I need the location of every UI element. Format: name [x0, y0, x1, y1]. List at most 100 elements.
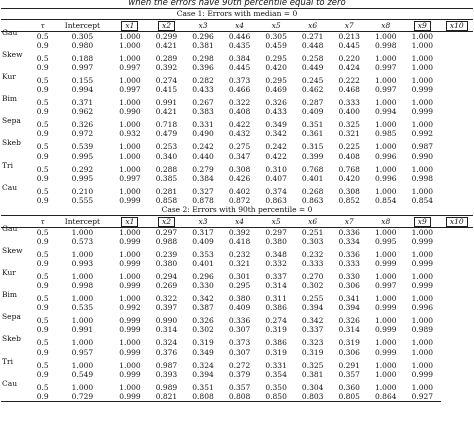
cell-value: 0.331 [265, 360, 287, 370]
cell-value: 0.333 [338, 258, 360, 268]
cell-value: 0.426 [228, 173, 251, 183]
cell-value: 0.863 [265, 195, 287, 205]
cell-value: 0.989 [411, 325, 434, 335]
cell-value: 0.295 [228, 280, 251, 290]
table-row: 0.9 0.549 0.999 0.393 0.394 0.379 0.354 0.381 0.… [1, 370, 473, 379]
cell-value: 0.258 [301, 53, 324, 63]
cell-value: 0.397 [155, 303, 178, 313]
cell-value: 0.999 [411, 280, 434, 290]
cell-value: 0.322 [155, 294, 178, 304]
cell-value: 0.435 [228, 40, 251, 50]
cell-value: 0.396 [192, 62, 214, 72]
cell-value: 0.232 [228, 249, 251, 259]
cell-value: 0.295 [265, 75, 287, 85]
cell-value: 0.294 [155, 271, 178, 281]
cell-value: 0.997 [375, 84, 397, 94]
cell-value: 0.995 [71, 173, 94, 183]
cell-value: 1.000 [411, 360, 434, 370]
cell-value: 0.361 [301, 129, 324, 139]
table-row: 0.9 0.972 0.932 0.479 0.490 0.432 0.342 0.361 0.… [1, 129, 473, 138]
cell-value: 1.000 [71, 271, 94, 281]
column-header: x8 [367, 214, 405, 228]
cell-value: 0.306 [338, 280, 360, 290]
cell-value: 0.998 [411, 173, 434, 183]
table-row: Gau 0.5 0.305 1.000 0.299 0.296 0.446 0.305 0.27… [1, 28, 473, 41]
cell-value: 1.000 [119, 75, 141, 85]
cell-value: 1.000 [411, 186, 434, 196]
tau-value: 0.5 [36, 338, 49, 348]
cell-value: 0.310 [265, 164, 287, 174]
distribution-label: Cau [2, 378, 18, 388]
cell-value: 0.400 [338, 107, 360, 117]
distribution-label [1, 303, 32, 312]
cell-value: 0.999 [375, 347, 397, 357]
cell-value: 0.371 [71, 98, 94, 108]
cell-value: 0.392 [155, 62, 178, 72]
cell-value: 0.445 [338, 40, 360, 50]
cell-value: 0.999 [411, 369, 434, 379]
cell-value: 1.000 [375, 316, 397, 326]
table-row: 0.9 0.555 0.999 0.858 0.878 0.872 0.863 0.863 0.… [1, 196, 473, 205]
cell-value: 0.306 [338, 347, 360, 357]
cell-value: 0.213 [338, 31, 360, 41]
table-row: 0.9 0.729 0.999 0.821 0.808 0.808 0.850 0.803 0.… [1, 391, 473, 402]
column-header: τ [32, 18, 54, 32]
cell-value: 0.432 [228, 129, 251, 139]
distribution-label [1, 85, 32, 94]
cell-value: 0.351 [192, 382, 214, 392]
cell-value: 0.360 [338, 382, 360, 392]
cell-value: 1.000 [375, 249, 397, 259]
cell-value: 0.239 [155, 249, 178, 259]
cell-value: 0.996 [375, 151, 397, 161]
tau-value: 0.5 [36, 360, 49, 370]
cell-value: 0.407 [265, 173, 287, 183]
cell-value: 0.307 [228, 347, 251, 357]
cell-value: 0.342 [192, 294, 214, 304]
column-header: x2 [148, 18, 185, 32]
cell-value: 0.422 [228, 120, 251, 130]
cell-value: 0.421 [155, 107, 178, 117]
cell-value: 0.850 [257, 391, 295, 402]
tau-value: 0.9 [36, 195, 49, 205]
cell-value: 0.321 [228, 258, 251, 268]
table-row: 0.9 0.993 0.999 0.380 0.401 0.321 0.332 0.333 0.… [1, 259, 473, 268]
column-header: x9 [404, 214, 441, 228]
cell-value: 0.854 [411, 195, 434, 205]
cell-value: 0.332 [265, 258, 287, 268]
cell-value: 1.000 [119, 294, 141, 304]
cell-value: 0.251 [301, 227, 324, 237]
cell-value: 0.803 [294, 391, 331, 402]
cell-value: 0.990 [155, 316, 178, 326]
cell-value: 0.299 [155, 31, 178, 41]
cell-value: 0.271 [301, 31, 324, 41]
tau-value: 0.9 [36, 173, 49, 183]
column-header: x1 [111, 214, 149, 228]
cell-value: 0.315 [301, 142, 324, 152]
tau-value: 0.5 [36, 227, 49, 237]
boxed-header: x1 [121, 216, 139, 226]
tau-value: 0.5 [36, 271, 49, 281]
cell-value: 0.326 [338, 316, 360, 326]
cell-value: 0.401 [192, 258, 214, 268]
cell-value: 0.999 [411, 107, 434, 117]
table-row: Sepa 0.5 1.000 0.999 0.990 0.326 0.336 0.274 0.3… [1, 312, 473, 326]
column-header: x3 [184, 214, 222, 228]
tau-value: 0.9 [36, 151, 49, 161]
tau-value: 0.5 [36, 186, 49, 196]
cell-value: 0.993 [71, 258, 94, 268]
distribution-label [1, 152, 32, 161]
cell-value: 0.384 [192, 173, 214, 183]
tau-value: 0.9 [36, 347, 49, 357]
cell-value: 0.573 [71, 236, 94, 246]
distribution-label [1, 196, 32, 205]
cell-value: 0.297 [265, 227, 287, 237]
distribution-label: Bim [2, 290, 18, 300]
boxed-header: x1 [121, 20, 139, 30]
cell-value: 0.991 [71, 325, 94, 335]
column-header: x5 [257, 214, 295, 228]
cell-value: 0.479 [155, 129, 178, 139]
cell-value: 0.327 [192, 186, 214, 196]
column-header: x2 [148, 214, 185, 228]
cell-value: 0.314 [338, 325, 360, 335]
cell-value: 0.987 [155, 360, 178, 370]
